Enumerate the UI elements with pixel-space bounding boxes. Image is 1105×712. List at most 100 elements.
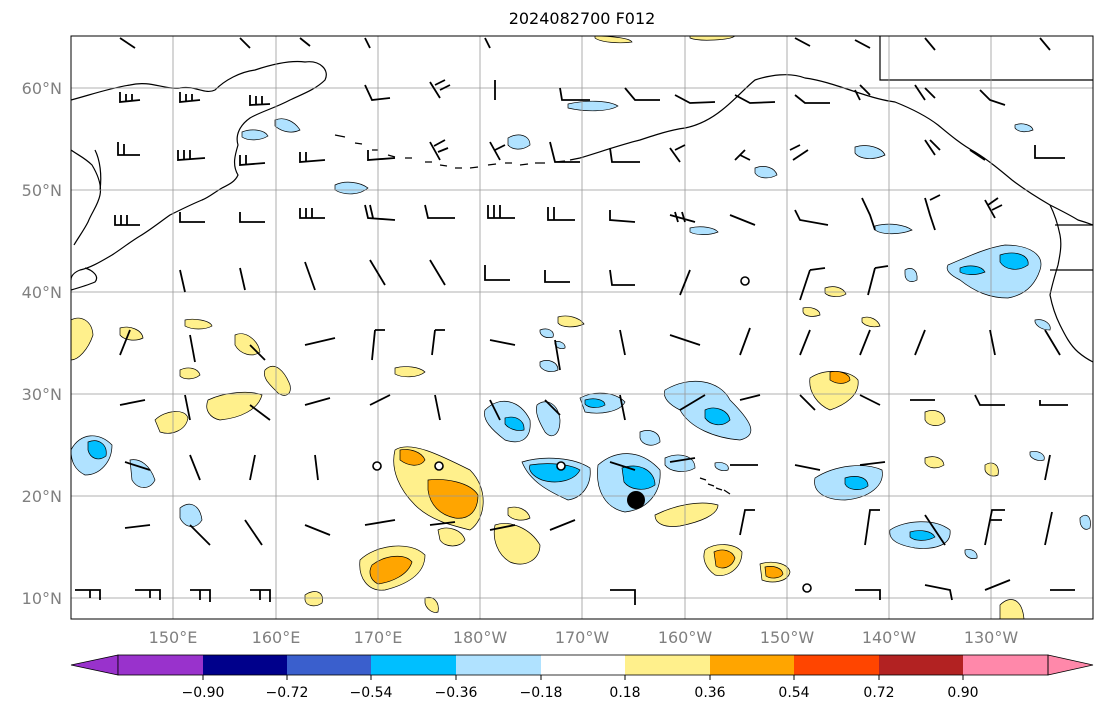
wind-barb (190, 589, 211, 602)
colorbar-segment (625, 655, 710, 675)
wind-barb (1044, 454, 1051, 481)
wind-barb (364, 519, 396, 526)
negative-anomaly-region (1014, 123, 1034, 133)
positive-anomaly-region (394, 366, 426, 378)
wind-barb (239, 267, 246, 291)
lat-label: 30°N (22, 385, 62, 404)
negative-anomaly-region (1079, 514, 1091, 530)
positive-anomaly-region (999, 599, 1025, 619)
lon-label: 150°W (760, 628, 815, 647)
colorbar-tick-label: −0.36 (435, 685, 478, 701)
wind-barb (619, 329, 626, 356)
positive-anomaly-core (829, 371, 851, 384)
latitude-labels: 60°N 50°N 40°N 30°N 20°N 10°N (22, 79, 62, 608)
colorbar: −0.90 −0.72 −0.54 −0.36 −0.18 0.18 0.36 … (70, 654, 1094, 701)
negative-anomaly-region (334, 181, 369, 195)
wind-barb (1034, 145, 1065, 159)
lon-label: 160°E (252, 628, 301, 647)
wind-barb (544, 399, 561, 416)
negative-anomaly-core (959, 265, 986, 275)
wind-barb (984, 509, 1005, 546)
wind-barb (239, 155, 266, 166)
hawaii-islands (699, 477, 731, 495)
station-marker (740, 276, 750, 286)
wind-barb (119, 329, 131, 356)
wind-barb (114, 215, 140, 226)
wind-barb (364, 84, 391, 101)
wind-barb (674, 94, 716, 104)
lon-label: 170°E (354, 628, 403, 647)
positive-anomaly-region (304, 591, 323, 607)
wind-barb (119, 37, 136, 49)
colorbar-segment (287, 655, 371, 675)
colorbar-segment (456, 655, 541, 675)
wind-barbs (75, 37, 1075, 605)
wind-barb (609, 210, 636, 223)
negative-anomaly-region (179, 503, 203, 527)
negative-anomaly-region (754, 166, 778, 179)
wind-barb (119, 399, 146, 406)
positive-anomaly-region (154, 411, 189, 434)
wind-barb (679, 269, 691, 296)
wind-barb (1044, 329, 1061, 356)
wind-barb (371, 329, 385, 361)
alaska-coastline (579, 74, 1093, 226)
wind-barb (117, 142, 140, 156)
wind-barb (177, 150, 206, 161)
negative-anomaly-core (584, 398, 606, 408)
wind-barb (799, 394, 816, 411)
wind-barb (249, 344, 266, 361)
wind-barb (855, 589, 881, 600)
map-title: 2024082700 F012 (508, 9, 656, 28)
lon-label: 170°W (555, 628, 610, 647)
wind-barb (304, 524, 331, 536)
wind-barb (429, 79, 451, 99)
wind-barb (299, 37, 311, 47)
wind-barb (429, 259, 446, 286)
negative-anomaly-region (964, 549, 978, 559)
canada-border (879, 36, 1093, 81)
wind-barb (119, 92, 141, 103)
wind-barb (679, 394, 706, 411)
wind-barb (609, 147, 640, 163)
wind-barb (861, 197, 876, 231)
negative-anomaly-core (87, 440, 107, 460)
wind-barb (989, 329, 996, 356)
wind-barb (609, 461, 636, 471)
wind-barb (914, 84, 936, 101)
wind-barb (559, 87, 590, 101)
station-marker (802, 583, 812, 593)
wind-barb (979, 89, 1006, 106)
sakhalin-coastline (94, 149, 102, 191)
wind-barb (799, 329, 811, 356)
wind-barb (984, 197, 1003, 219)
colorbar-tick-label: 0.54 (778, 685, 809, 701)
wind-barb (184, 394, 191, 421)
colorbar-segment (203, 655, 287, 675)
wind-barb (669, 334, 701, 346)
wind-barb (794, 94, 830, 104)
positive-anomaly-region (493, 523, 541, 565)
negative-anomaly-core (999, 252, 1029, 270)
coastlines (71, 36, 1093, 495)
colorbar-segment (794, 655, 879, 675)
lat-label: 60°N (22, 79, 62, 98)
wind-barb (739, 509, 755, 536)
positive-anomaly-region (802, 307, 821, 317)
wind-barb (367, 150, 396, 161)
wind-barb (434, 394, 441, 421)
wind-barb (554, 339, 561, 371)
station-marker (556, 461, 566, 471)
wind-barb (189, 454, 201, 481)
wind-barb (124, 524, 151, 529)
positive-anomaly-region (206, 391, 263, 421)
lat-label: 50°N (22, 181, 62, 200)
colorbar-frame (117, 654, 1049, 676)
wind-barb (924, 584, 953, 601)
wind-barb (1044, 511, 1053, 546)
wind-barb (189, 334, 196, 363)
colorbar-segment (879, 655, 963, 675)
wind-barb (867, 265, 889, 296)
wind-barb (489, 399, 501, 421)
colorbar-segment (371, 655, 456, 675)
